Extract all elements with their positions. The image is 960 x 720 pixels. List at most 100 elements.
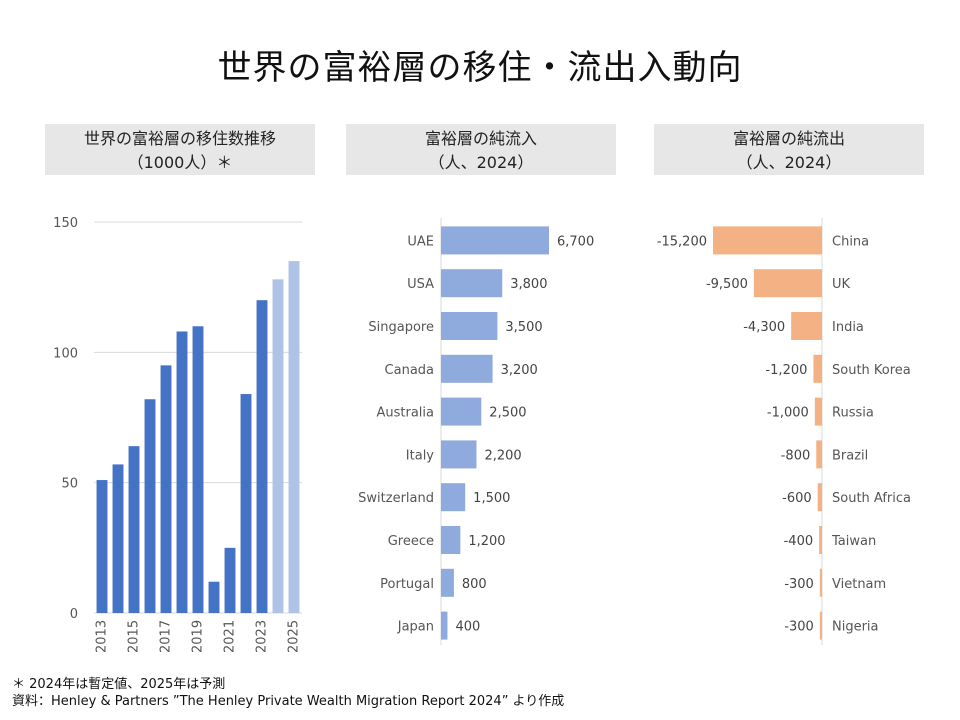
footnote-note: ＊ 2024年は暫定値、2025年は予測: [12, 677, 226, 692]
data-label: 1,500: [473, 491, 510, 506]
y-tick-label: 150: [53, 216, 78, 231]
bar-UAE: [441, 226, 549, 255]
data-label: -1,200: [765, 363, 807, 378]
migration-trend-chart: 0 50 100 150 2013 2015 2017 2019 2021 2023 2025: [53, 216, 302, 653]
bar-South Korea: [813, 354, 822, 383]
data-label: 6,700: [557, 234, 594, 249]
bar-Portugal: [441, 568, 454, 597]
data-label: -400: [784, 534, 814, 549]
data-label: 800: [462, 577, 487, 592]
x-tick-label: 2019: [191, 620, 206, 653]
data-label: 1,200: [468, 534, 505, 549]
x-tick-label: 2021: [223, 620, 238, 653]
category-label: Brazil: [832, 448, 868, 463]
category-label: USA: [407, 277, 434, 292]
x-tick-label: 2023: [255, 620, 270, 653]
net-outflow-title-line2: （人、2024）: [736, 153, 842, 172]
category-label: Japan: [397, 620, 434, 635]
y-tick-label: 50: [61, 477, 78, 492]
bar-2020: [208, 581, 220, 613]
bar-Vietnam: [819, 568, 822, 597]
bar-Nigeria: [819, 611, 822, 640]
data-label: -800: [781, 448, 811, 463]
footnote-source: 資料：Henley & Partners ”The Henley Private…: [12, 694, 565, 709]
migration-trend-title-line2: （1000人）＊: [127, 153, 233, 172]
net-inflow-chart: UAE 6,700 USA 3,800 Singapore 3,500 Canada 3,20…: [358, 218, 594, 645]
page-title: 世界の富裕層の移住・流出入動向: [217, 48, 743, 88]
data-label: -1,000: [767, 406, 809, 421]
bar-South Africa: [817, 483, 822, 512]
net-outflow-chart: -15,200 China -9,500 UK -4,300 India -1,200 Sou…: [657, 218, 911, 645]
bar-Japan: [441, 611, 448, 640]
migration-trend-title-line1: 世界の富裕層の移住数推移: [83, 129, 276, 148]
net-outflow-title-line1: 富裕層の純流出: [732, 129, 845, 148]
bar-2016: [144, 399, 156, 613]
category-label: Nigeria: [832, 620, 879, 635]
category-label: UK: [832, 277, 851, 292]
bar-Russia: [814, 397, 822, 426]
category-label: Australia: [376, 406, 434, 421]
bar-Greece: [441, 526, 461, 554]
x-tick-label: 2017: [159, 620, 174, 653]
x-tick-label: 2015: [127, 620, 142, 653]
bar-Canada: [441, 354, 493, 383]
category-label: India: [832, 320, 864, 335]
bar-2024: [272, 279, 284, 613]
data-label: -300: [784, 620, 814, 635]
category-label: South Korea: [832, 363, 911, 378]
net-outflow-panel-title: 富裕層の純流出 （人、2024）: [654, 124, 924, 175]
bar-2021: [224, 547, 236, 613]
bar-2025: [288, 261, 300, 613]
bar-2014: [112, 464, 124, 613]
category-label: Greece: [388, 534, 434, 549]
x-tick-label: 2025: [287, 620, 302, 653]
bar-2017: [160, 365, 172, 613]
bar-Switzerland: [441, 483, 466, 512]
category-label: Canada: [385, 363, 434, 378]
data-label: -300: [784, 577, 814, 592]
category-label: Italy: [406, 448, 435, 463]
bar-Brazil: [816, 440, 822, 469]
category-label: China: [832, 234, 869, 249]
bar-Singapore: [441, 312, 498, 340]
data-label: -600: [782, 491, 812, 506]
data-label: -4,300: [743, 320, 785, 335]
data-label: 400: [455, 620, 480, 635]
category-label: Portugal: [380, 577, 434, 592]
data-label: -15,200: [657, 234, 707, 249]
bar-2015: [128, 446, 140, 613]
bar-Italy: [441, 440, 477, 469]
category-label: Singapore: [368, 320, 434, 335]
bar-China: [713, 226, 822, 255]
category-label: Vietnam: [832, 577, 886, 592]
bar-2019: [192, 326, 204, 613]
category-label: UAE: [407, 234, 434, 249]
category-label: Taiwan: [831, 534, 876, 549]
category-label: South Africa: [832, 491, 911, 506]
category-label: Russia: [832, 406, 874, 421]
bar-Taiwan: [819, 526, 822, 554]
y-tick-label: 100: [53, 346, 78, 361]
bar-2022: [240, 394, 252, 613]
data-label: 3,500: [505, 320, 542, 335]
y-tick-label: 0: [70, 607, 78, 622]
data-label: -9,500: [706, 277, 748, 292]
category-label: Switzerland: [358, 491, 434, 506]
data-label: 2,500: [489, 406, 526, 421]
data-label: 3,200: [501, 363, 538, 378]
data-label: 3,800: [510, 277, 547, 292]
bar-USA: [441, 269, 503, 298]
bar-Australia: [441, 397, 482, 426]
migration-trend-panel-title: 世界の富裕層の移住数推移 （1000人）＊: [45, 124, 315, 175]
net-inflow-title-line2: （人、2024）: [428, 153, 534, 172]
net-inflow-title-line1: 富裕層の純流入: [424, 129, 537, 148]
data-label: 2,200: [484, 448, 521, 463]
bar-UK: [753, 269, 822, 298]
bar-India: [791, 312, 822, 340]
x-tick-label: 2013: [95, 620, 110, 653]
net-inflow-panel-title: 富裕層の純流入 （人、2024）: [346, 124, 616, 175]
footnote: ＊ 2024年は暫定値、2025年は予測 資料：Henley & Partner…: [12, 676, 564, 710]
bar-2018: [176, 331, 188, 613]
bar-2013: [96, 480, 108, 613]
